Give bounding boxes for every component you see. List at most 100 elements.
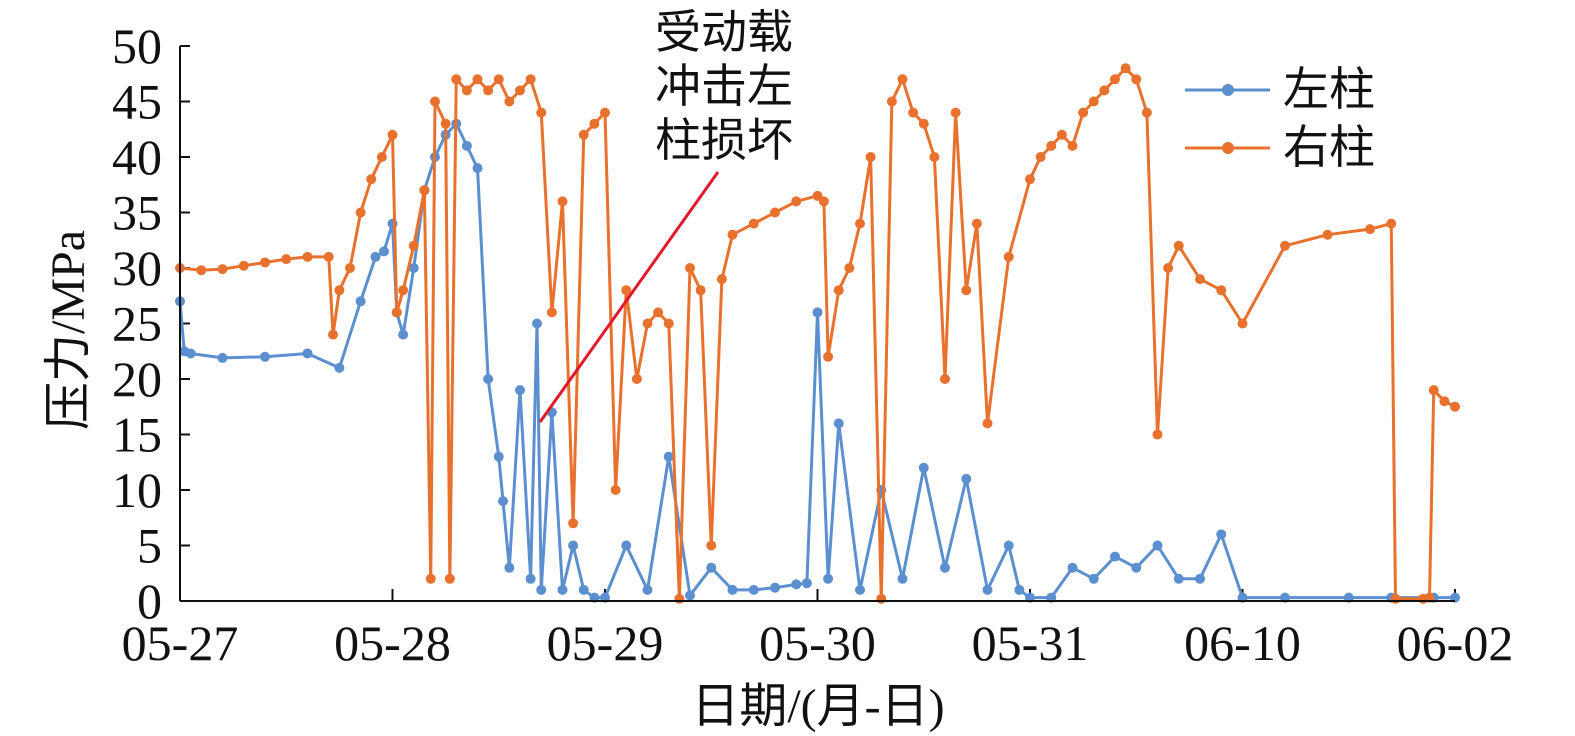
- legend-label-left: 左柱: [1283, 64, 1375, 115]
- data-point: [674, 593, 685, 604]
- data-point: [1088, 96, 1099, 107]
- data-point: [398, 285, 409, 296]
- data-point: [833, 285, 844, 296]
- data-point: [430, 96, 440, 107]
- data-point: [461, 140, 472, 151]
- data-point: [1099, 85, 1110, 96]
- data-point: [281, 254, 292, 265]
- data-point: [578, 129, 589, 140]
- data-point: [217, 264, 228, 275]
- data-point: [1173, 240, 1184, 251]
- data-point: [536, 584, 547, 595]
- data-point: [961, 473, 972, 484]
- data-point: [653, 307, 664, 318]
- data-point: [855, 584, 865, 595]
- data-point: [1014, 584, 1025, 595]
- data-point: [621, 540, 632, 551]
- legend: 左柱 右柱: [1185, 64, 1375, 173]
- data-point: [886, 96, 897, 107]
- data-point: [748, 218, 759, 229]
- legend-marker-right: [1222, 142, 1234, 154]
- data-point: [334, 285, 345, 296]
- data-point: [961, 285, 972, 296]
- data-point: [1216, 285, 1227, 296]
- annotation-line-3: 柱损坏: [655, 115, 793, 166]
- data-point: [1120, 63, 1131, 74]
- data-point: [897, 573, 908, 584]
- data-point: [706, 562, 717, 573]
- data-point: [379, 246, 389, 257]
- data-point: [532, 318, 542, 329]
- data-point: [791, 579, 802, 590]
- data-point: [525, 573, 536, 584]
- x-tick-label: 05-31: [972, 615, 1089, 671]
- data-point: [1131, 74, 1142, 85]
- data-point: [908, 107, 919, 118]
- data-point: [1110, 551, 1120, 562]
- y-tick-label: 20: [112, 351, 162, 407]
- data-point: [419, 185, 430, 196]
- data-point: [918, 462, 929, 473]
- data-point: [444, 573, 455, 584]
- data-point: [589, 118, 600, 129]
- data-point: [498, 496, 508, 507]
- data-point: [1428, 385, 1439, 396]
- x-tick-label: 06-10: [1184, 615, 1301, 671]
- data-point: [621, 285, 632, 296]
- data-point: [642, 318, 653, 329]
- data-point: [685, 590, 695, 601]
- data-point: [355, 207, 366, 218]
- data-point: [1141, 107, 1152, 118]
- x-tick-label: 05-30: [759, 615, 876, 671]
- data-point: [716, 274, 727, 285]
- data-point: [1088, 573, 1099, 584]
- data-point: [918, 118, 929, 129]
- data-point: [1131, 562, 1142, 573]
- series-layer: [175, 63, 1460, 604]
- data-point: [391, 307, 402, 318]
- data-point: [833, 418, 844, 429]
- data-point: [844, 263, 855, 273]
- data-point: [1025, 174, 1035, 185]
- data-point: [366, 174, 377, 185]
- data-point: [1365, 224, 1375, 235]
- legend-item-right: 右柱: [1185, 122, 1375, 173]
- legend-label-right: 右柱: [1283, 122, 1375, 173]
- y-tick-label: 40: [112, 129, 162, 185]
- data-point: [1163, 263, 1174, 273]
- y-tick-label: 35: [112, 185, 162, 241]
- data-point: [425, 573, 436, 584]
- data-point: [663, 318, 674, 329]
- data-point: [398, 329, 409, 340]
- data-point: [1067, 562, 1078, 573]
- series-line: [179, 66, 1456, 601]
- x-tick-label: 05-27: [122, 615, 239, 671]
- data-point: [770, 207, 780, 218]
- data-point: [578, 584, 589, 595]
- data-point: [600, 107, 610, 118]
- data-point: [631, 374, 642, 384]
- data-point: [504, 562, 515, 573]
- data-point: [940, 374, 950, 384]
- data-point: [260, 351, 270, 362]
- y-tick-label: 5: [137, 518, 162, 574]
- data-point: [536, 107, 547, 118]
- data-point: [355, 296, 366, 307]
- data-point: [1046, 140, 1057, 151]
- data-point: [568, 518, 579, 529]
- data-point: [504, 96, 515, 107]
- data-point: [440, 118, 451, 129]
- data-point: [1003, 540, 1014, 551]
- data-point: [823, 351, 834, 362]
- data-point: [1110, 74, 1120, 85]
- data-point: [823, 573, 834, 584]
- data-point: [663, 451, 674, 462]
- data-point: [706, 540, 717, 551]
- x-axis-title: 日期/(月-日): [691, 680, 944, 733]
- data-point: [370, 251, 381, 262]
- annotation-line-2: 冲击左: [655, 61, 793, 112]
- data-point: [557, 584, 568, 595]
- data-point: [1078, 107, 1089, 118]
